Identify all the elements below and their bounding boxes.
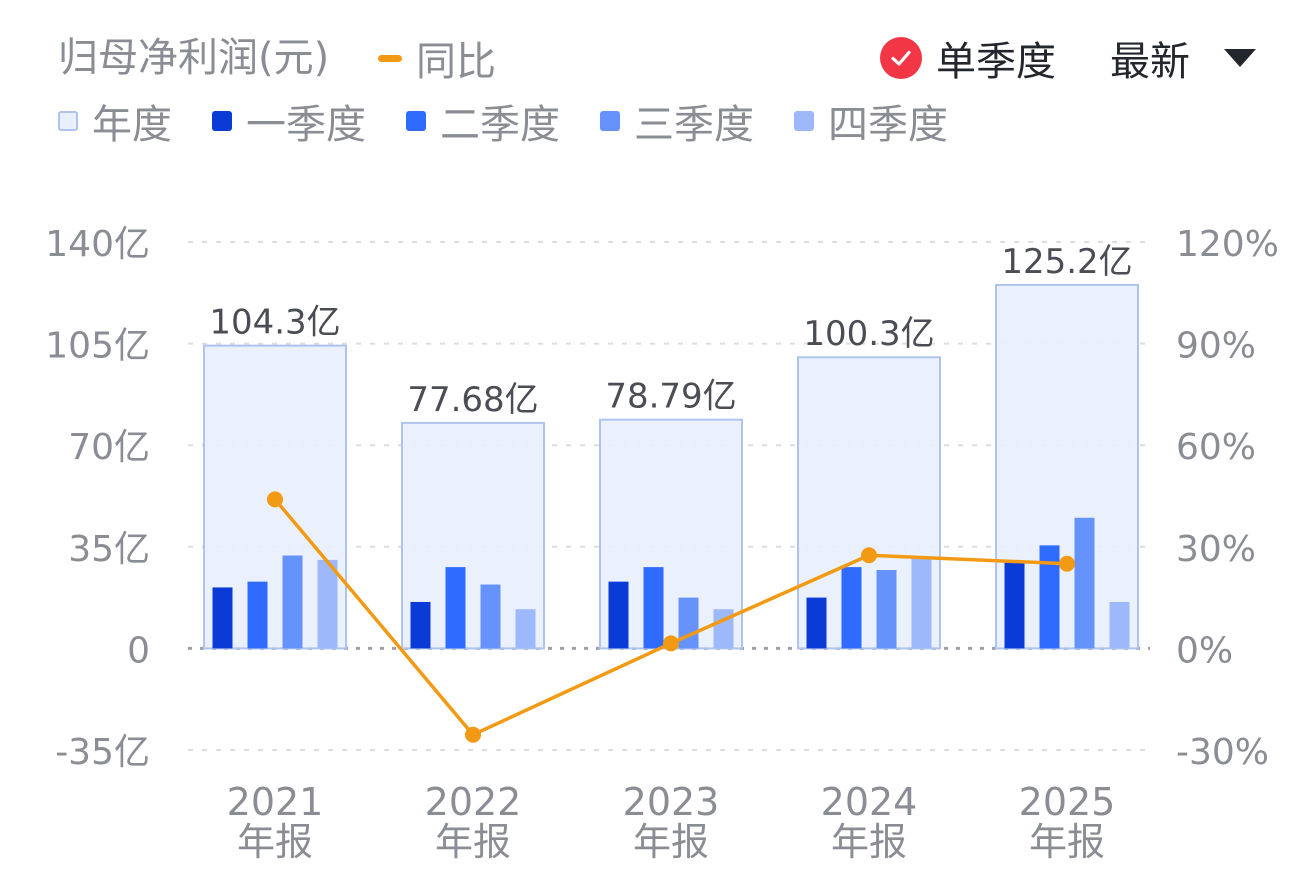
legend-item-annual[interactable]: 年度 <box>58 92 172 150</box>
legend-item-q2[interactable]: 二季度 <box>406 92 560 150</box>
quarter-bar <box>841 567 862 649</box>
quarter-bar <box>911 558 932 649</box>
yoy-point <box>267 491 283 508</box>
annual-value-label: 100.3亿 <box>803 314 934 354</box>
legend-label: 二季度 <box>440 102 560 148</box>
y2-tick-label: 120% <box>1176 224 1279 265</box>
legend-item-q4[interactable]: 四季度 <box>794 92 948 150</box>
quarter-bar <box>480 584 501 649</box>
y-tick-label: -35亿 <box>55 732 150 773</box>
x-tick-label: 2023 <box>623 780 720 824</box>
x-tick-label: 2021 <box>227 780 324 824</box>
period-dropdown[interactable]: 最新 <box>1110 32 1256 85</box>
legend-item-q3[interactable]: 三季度 <box>600 92 754 150</box>
x-tick-label: 2024 <box>821 780 918 824</box>
annual-value-label: 77.68亿 <box>407 380 538 420</box>
single-quarter-label: 单季度 <box>936 39 1056 85</box>
quarter-bar <box>317 559 338 649</box>
legend-swatch <box>794 111 814 131</box>
x-tick-label: 年报 <box>435 820 511 864</box>
period-dropdown-label: 最新 <box>1110 39 1190 85</box>
quarter-bar <box>678 597 699 649</box>
quarter-bar <box>1074 517 1095 649</box>
x-tick-label: 2025 <box>1019 780 1116 824</box>
annual-value-label: 104.3亿 <box>209 303 340 343</box>
quarter-bar <box>1109 601 1130 649</box>
legend-label: 年度 <box>92 102 172 148</box>
y-tick-label: 105亿 <box>45 326 150 367</box>
quarter-bar <box>212 587 233 649</box>
chart-title: 归母净利润(元) <box>58 35 330 81</box>
legend-label: 四季度 <box>828 102 948 148</box>
legend-swatch <box>406 111 426 131</box>
yoy-point <box>663 635 679 652</box>
legend-label: 三季度 <box>634 102 754 148</box>
x-tick-label: 年报 <box>831 820 907 864</box>
legend-swatch <box>58 111 78 131</box>
legend-label: 一季度 <box>246 102 366 148</box>
single-quarter-toggle[interactable]: 单季度 <box>880 32 1056 85</box>
x-tick-label: 2022 <box>425 780 522 824</box>
quarter-bar <box>1004 561 1025 649</box>
yoy-point <box>465 726 481 743</box>
quarter-bar <box>876 570 897 649</box>
yoy-legend-label: 同比 <box>416 39 496 85</box>
yoy-line-swatch <box>378 54 402 62</box>
quarter-bar <box>410 601 431 649</box>
yoy-point <box>861 547 877 564</box>
quarter-bar <box>247 581 268 649</box>
check-icon <box>880 37 922 79</box>
quarter-bar <box>608 581 629 649</box>
series-legend: 年度 一季度 二季度 三季度 四季度 <box>58 96 988 148</box>
x-tick-label: 年报 <box>237 820 313 864</box>
annual-value-label: 78.79亿 <box>605 377 736 417</box>
chart-header: 归母净利润(元) 同比 单季度 最新 <box>0 0 1316 96</box>
y2-tick-label: 30% <box>1176 529 1256 570</box>
chevron-down-icon <box>1224 49 1256 67</box>
quarter-bar <box>1039 545 1060 649</box>
y2-tick-label: 0% <box>1176 630 1233 671</box>
y-tick-label: 0 <box>127 630 150 671</box>
annual-value-label: 125.2亿 <box>1001 242 1132 282</box>
legend-swatch <box>600 111 620 131</box>
y2-tick-label: -30% <box>1176 732 1269 773</box>
quarter-bar <box>282 555 303 649</box>
quarter-bar <box>515 609 536 649</box>
y-tick-label: 35亿 <box>68 529 150 570</box>
quarter-bar <box>643 567 664 649</box>
y-tick-label: 140亿 <box>45 224 150 265</box>
yoy-legend: 同比 <box>378 32 496 85</box>
y2-tick-label: 90% <box>1176 326 1256 367</box>
quarter-bar <box>445 567 466 649</box>
x-tick-label: 年报 <box>1029 820 1105 864</box>
yoy-point <box>1059 555 1075 572</box>
quarter-bar <box>806 597 827 649</box>
y2-tick-label: 60% <box>1176 427 1256 468</box>
y-tick-label: 70亿 <box>68 427 150 468</box>
x-tick-label: 年报 <box>633 820 709 864</box>
legend-swatch <box>212 111 232 131</box>
legend-item-q1[interactable]: 一季度 <box>212 92 366 150</box>
